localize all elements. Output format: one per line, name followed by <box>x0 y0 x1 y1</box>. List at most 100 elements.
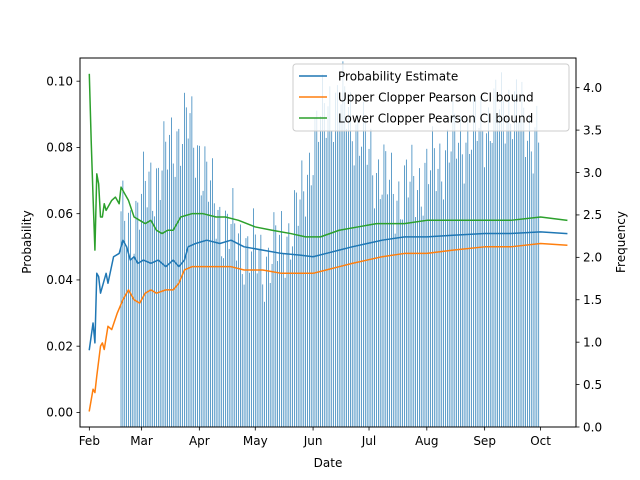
frequency-bar <box>191 96 193 427</box>
frequency-bar <box>510 123 512 428</box>
frequency-bar <box>251 251 252 427</box>
y-right-tick-label: 0.5 <box>583 378 602 392</box>
frequency-bar <box>469 153 471 428</box>
frequency-bar <box>303 191 305 427</box>
frequency-bar <box>368 148 370 427</box>
frequency-bar <box>202 190 204 427</box>
frequency-bar <box>497 119 499 427</box>
frequency-bar <box>187 138 189 428</box>
frequency-bar <box>527 140 528 427</box>
y-left-tick-label: 0.08 <box>46 141 73 155</box>
frequency-bar <box>385 151 387 427</box>
y-right-tick-label: 2.5 <box>583 208 602 222</box>
x-tick-label: Sep <box>473 434 496 448</box>
y-axis-left: 0.00 0.02 0.04 0.06 0.08 0.10 <box>46 74 80 420</box>
frequency-bar <box>213 203 215 427</box>
frequency-bar <box>488 107 489 427</box>
frequency-bar <box>420 206 422 427</box>
frequency-bar <box>137 202 139 427</box>
frequency-bar <box>152 210 154 427</box>
frequency-bar <box>389 179 390 427</box>
frequency-bar <box>273 212 275 427</box>
frequency-bar <box>435 191 437 427</box>
frequency-bar <box>156 168 157 427</box>
frequency-bar <box>279 234 280 427</box>
frequency-bar <box>480 96 482 428</box>
frequency-bar <box>359 155 361 427</box>
frequency-bar <box>452 101 454 427</box>
frequency-bar <box>376 173 377 427</box>
frequency-bar <box>430 170 431 428</box>
x-axis: Feb Mar Apr May Jun Jul Aug Sep Oct <box>79 427 551 448</box>
frequency-bar <box>536 105 538 427</box>
frequency-bar <box>521 81 523 428</box>
frequency-bar <box>489 141 491 428</box>
frequency-bar <box>525 156 526 428</box>
frequency-bar <box>419 168 420 427</box>
y-left-tick-label: 0.10 <box>46 74 73 88</box>
frequency-bar <box>295 192 297 427</box>
x-tick-label: Jul <box>361 434 376 448</box>
frequency-bar <box>169 134 170 427</box>
legend: Probability Estimate Upper Clopper Pearso… <box>292 63 570 132</box>
frequency-bar <box>219 206 221 427</box>
frequency-bar <box>404 165 405 427</box>
frequency-bar <box>534 127 536 427</box>
frequency-bar <box>174 176 176 427</box>
frequency-bar <box>258 248 260 427</box>
frequency-bar <box>355 124 357 427</box>
frequency-bar <box>461 154 463 427</box>
frequency-bar <box>409 181 411 427</box>
frequency-bar <box>370 128 372 427</box>
frequency-bar <box>286 236 288 427</box>
frequency-bar <box>508 89 510 427</box>
frequency-bar <box>266 256 267 427</box>
y-right-tick-label: 3.0 <box>583 166 602 180</box>
frequency-bar <box>493 88 495 427</box>
frequency-bar <box>357 115 359 428</box>
frequency-bar <box>523 107 525 428</box>
frequency-bar <box>407 197 409 427</box>
frequency-bar <box>234 223 236 427</box>
y-axis-right: 0.0 0.5 1.0 1.5 2.0 2.5 3.0 3.5 4.0 <box>576 81 602 434</box>
series-line-3 <box>88 73 568 251</box>
frequency-bar <box>226 213 228 427</box>
frequency-bar <box>331 131 333 427</box>
frequency-bar <box>454 113 456 428</box>
frequency-bar <box>139 229 141 427</box>
frequency-bar <box>383 144 385 428</box>
frequency-bar <box>182 143 183 428</box>
frequency-bar <box>424 162 426 428</box>
frequency-bar <box>463 183 465 427</box>
frequency-bar <box>432 126 433 427</box>
frequency-bar <box>148 171 150 427</box>
frequency-bar <box>299 199 301 427</box>
frequency-bar <box>363 101 364 428</box>
frequency-bar <box>221 256 223 427</box>
frequency-bar <box>538 142 540 427</box>
frequency-bar <box>329 86 331 427</box>
frequency-bar <box>392 193 394 427</box>
frequency-bar <box>413 176 415 427</box>
frequency-bar <box>230 224 232 427</box>
frequency-bar <box>310 185 312 427</box>
frequency-bar <box>204 146 206 427</box>
x-tick-label: Jun <box>303 434 323 448</box>
frequency-bar <box>288 223 290 427</box>
frequency-bar <box>458 142 459 428</box>
x-tick-label: May <box>243 434 268 448</box>
frequency-bar <box>514 91 515 428</box>
frequency-bar <box>336 85 338 427</box>
frequency-bar <box>530 151 532 427</box>
frequency-bar <box>532 173 534 427</box>
frequency-bar <box>146 207 148 427</box>
frequency-bar <box>171 117 172 428</box>
frequency-bar <box>256 273 258 427</box>
frequency-bar <box>344 86 346 427</box>
frequency-bar <box>394 233 396 427</box>
frequency-bar <box>126 247 127 427</box>
frequency-bar <box>342 61 344 427</box>
frequency-bar <box>415 217 416 427</box>
frequency-bar <box>243 284 245 427</box>
frequency-bar <box>411 144 413 427</box>
